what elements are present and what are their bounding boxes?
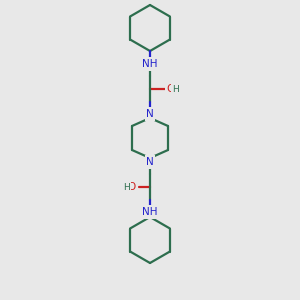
Text: H: H <box>123 182 130 191</box>
Text: O: O <box>128 182 136 192</box>
Text: O: O <box>167 83 175 93</box>
Text: N: N <box>146 109 154 119</box>
Text: NH: NH <box>142 207 158 217</box>
Text: O: O <box>166 84 174 94</box>
Text: NH: NH <box>142 59 158 69</box>
Text: H: H <box>123 182 130 191</box>
Text: H: H <box>172 85 178 94</box>
Text: O: O <box>128 182 136 192</box>
Text: H: H <box>172 85 179 94</box>
Text: N: N <box>146 157 154 167</box>
